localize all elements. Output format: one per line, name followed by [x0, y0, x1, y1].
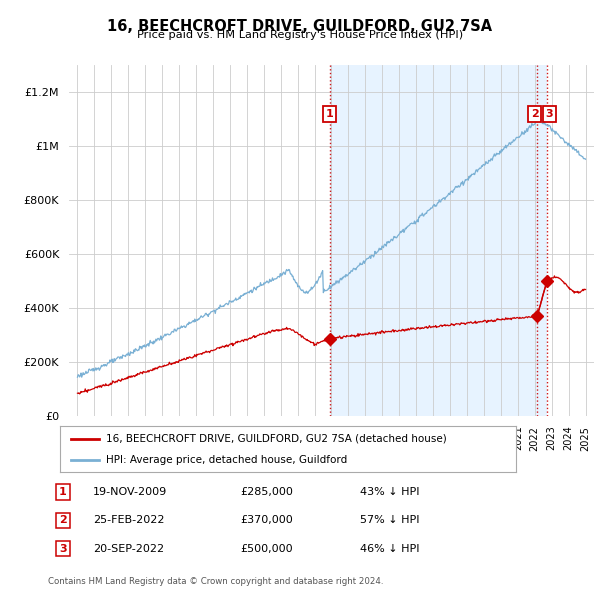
Text: 43% ↓ HPI: 43% ↓ HPI — [360, 487, 419, 497]
Text: Contains HM Land Registry data © Crown copyright and database right 2024.: Contains HM Land Registry data © Crown c… — [48, 577, 383, 586]
Text: 20-SEP-2022: 20-SEP-2022 — [93, 544, 164, 553]
Text: £285,000: £285,000 — [240, 487, 293, 497]
Bar — [329, 65, 547, 416]
Text: Price paid vs. HM Land Registry's House Price Index (HPI): Price paid vs. HM Land Registry's House … — [137, 30, 463, 40]
Text: 1: 1 — [59, 487, 67, 497]
Text: 3: 3 — [545, 109, 553, 119]
Text: 3: 3 — [59, 544, 67, 553]
Text: 16, BEECHCROFT DRIVE, GUILDFORD, GU2 7SA: 16, BEECHCROFT DRIVE, GUILDFORD, GU2 7SA — [107, 19, 493, 34]
Text: 46% ↓ HPI: 46% ↓ HPI — [360, 544, 419, 553]
Text: £500,000: £500,000 — [240, 544, 293, 553]
Text: HPI: Average price, detached house, Guildford: HPI: Average price, detached house, Guil… — [106, 455, 347, 466]
Text: 16, BEECHCROFT DRIVE, GUILDFORD, GU2 7SA (detached house): 16, BEECHCROFT DRIVE, GUILDFORD, GU2 7SA… — [106, 434, 446, 444]
Text: 25-FEB-2022: 25-FEB-2022 — [93, 516, 164, 525]
Text: 57% ↓ HPI: 57% ↓ HPI — [360, 516, 419, 525]
Text: 2: 2 — [59, 516, 67, 525]
Text: 2: 2 — [531, 109, 539, 119]
Text: 1: 1 — [326, 109, 334, 119]
Text: £370,000: £370,000 — [240, 516, 293, 525]
Text: 19-NOV-2009: 19-NOV-2009 — [93, 487, 167, 497]
